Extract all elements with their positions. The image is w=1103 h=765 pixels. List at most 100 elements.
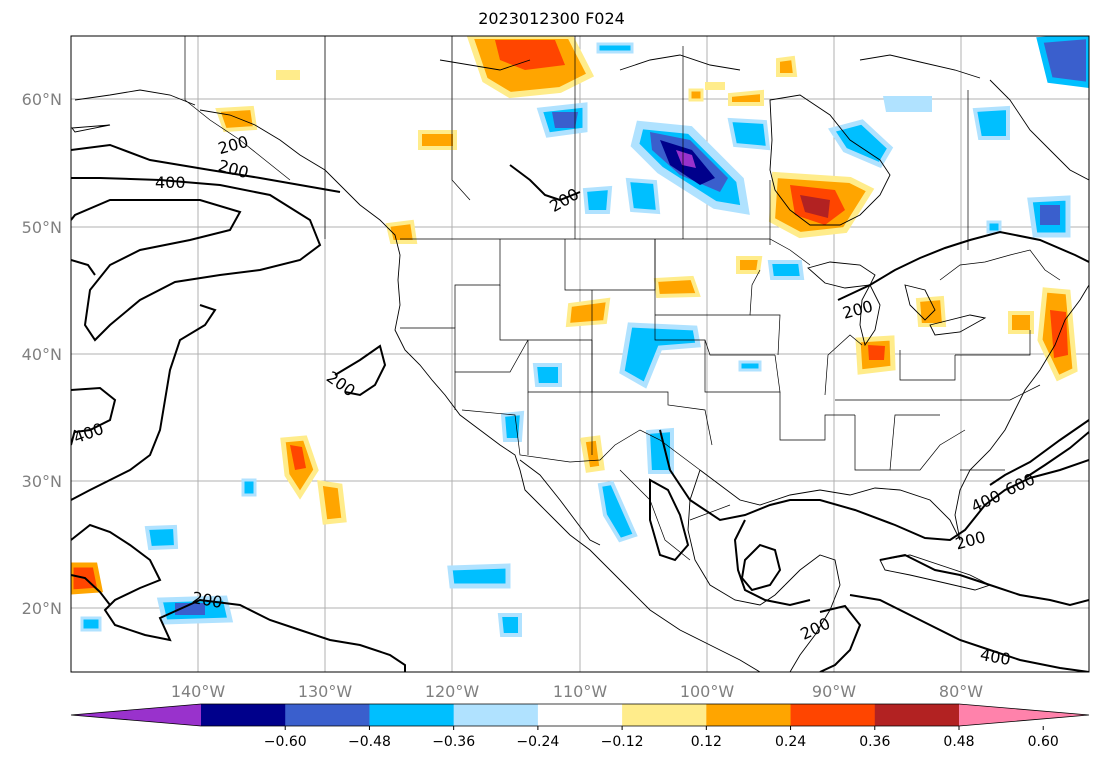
anomaly-blob xyxy=(495,40,565,70)
state-border xyxy=(854,414,940,471)
state-border xyxy=(454,339,529,410)
state-border xyxy=(890,429,966,471)
state-border xyxy=(750,314,781,356)
contour-label: 400 xyxy=(968,486,1004,516)
contour-line xyxy=(71,386,117,433)
anomaly-blob xyxy=(144,524,179,551)
contour-line xyxy=(71,143,341,193)
contour-line xyxy=(1024,431,1089,479)
anomaly-blob xyxy=(317,480,347,525)
anomaly-blob xyxy=(1040,205,1060,225)
anomaly-blob xyxy=(676,150,696,168)
contour-line xyxy=(837,230,1089,301)
contour-line xyxy=(71,429,76,446)
colorbar-segment xyxy=(285,704,370,726)
colorbar-segment xyxy=(622,704,707,726)
lon-label: 140°W xyxy=(171,682,226,701)
lon-label: 110°W xyxy=(553,682,608,701)
arctic-coastline xyxy=(859,54,981,79)
colorbar-tick-label: 0.48 xyxy=(943,734,974,750)
anomaly-blob xyxy=(705,82,725,90)
state-border xyxy=(592,391,713,446)
anomaly-blob xyxy=(582,185,613,214)
mexico-gulf-coastline xyxy=(687,469,786,606)
lat-label: 60°N xyxy=(22,90,62,109)
lon-label: 80°W xyxy=(939,682,983,701)
anomaly-blob xyxy=(986,220,1002,234)
anomaly-blob xyxy=(215,105,258,133)
anomaly-blob xyxy=(653,275,701,299)
anomaly-blob xyxy=(385,219,418,244)
colorbar-tick-label: −0.48 xyxy=(348,734,391,750)
lat-label: 50°N xyxy=(22,218,62,237)
colorbar-extend-low xyxy=(71,704,201,726)
arctic-coastline xyxy=(74,89,196,106)
colorbar-segment xyxy=(537,704,623,726)
anomaly-blob xyxy=(1008,311,1034,334)
alaska-canada-border xyxy=(184,36,291,181)
colorbar-tick-label: −0.24 xyxy=(516,734,559,750)
colorbar-segment xyxy=(790,704,876,726)
colorbar-tick-label: −0.36 xyxy=(432,734,475,750)
colorbar-tick-label: 0.12 xyxy=(691,734,722,750)
anomaly-blob xyxy=(552,112,578,128)
lon-label: 100°W xyxy=(680,682,735,701)
us-mexico-border xyxy=(461,409,701,471)
anomaly-blob xyxy=(738,360,762,372)
west-coastline xyxy=(199,109,761,672)
hudson-bay-coastline xyxy=(769,94,891,226)
state-border xyxy=(704,340,781,393)
state-border xyxy=(400,327,456,372)
anomaly-blob xyxy=(497,613,522,637)
anomaly-blob xyxy=(290,445,306,470)
anomaly-blob xyxy=(828,119,894,169)
state-border xyxy=(655,269,761,316)
latitude-labels: 60°N 50°N 40°N 30°N 20°N xyxy=(22,90,62,618)
anomaly-blob xyxy=(767,260,805,280)
state-border xyxy=(1009,384,1041,401)
anomaly-blob xyxy=(532,363,562,387)
anomaly-blob xyxy=(596,42,634,54)
contour-line xyxy=(71,523,406,672)
contour-label: 200 xyxy=(546,184,582,216)
contour-line xyxy=(733,519,811,607)
colorbar-segment xyxy=(706,704,792,726)
state-border xyxy=(454,239,501,328)
arctic-coastline xyxy=(619,54,741,71)
contour-line xyxy=(879,553,1089,607)
yucatan-coastline xyxy=(784,554,841,672)
contour-line xyxy=(649,478,690,562)
contour-label: 400 xyxy=(155,173,186,192)
anomaly-blob xyxy=(276,70,300,80)
colorbar-tick-label: 0.24 xyxy=(775,734,806,750)
contour-label: 200 xyxy=(840,297,874,323)
lat-label: 20°N xyxy=(22,599,62,618)
contour-line xyxy=(71,177,322,342)
colorbar-segment xyxy=(453,704,539,726)
anomaly-blob xyxy=(580,435,605,473)
anomaly-blob xyxy=(241,478,257,497)
map-title: 2023012300 F024 xyxy=(478,9,625,28)
anomaly-blob xyxy=(883,96,932,112)
contour-label: 200 xyxy=(797,614,833,644)
contour-line xyxy=(71,304,217,501)
anomaly-blob xyxy=(800,195,830,218)
contour-line xyxy=(71,574,111,606)
political-borders xyxy=(184,36,1061,561)
state-border xyxy=(564,239,656,291)
anomaly-blob xyxy=(688,88,704,102)
contour-line xyxy=(740,543,782,592)
anomaly-blob xyxy=(625,177,661,215)
island-coastline xyxy=(71,124,111,133)
labrador-coastline xyxy=(989,79,1089,181)
colorbar-tick-label: −0.12 xyxy=(601,734,644,750)
anomaly-blob xyxy=(1036,36,1089,89)
contour-line xyxy=(849,594,1089,672)
contour-line xyxy=(509,164,581,202)
state-border xyxy=(955,330,1031,356)
colorbar-tick-label: 0.60 xyxy=(1028,734,1059,750)
anomaly-blob xyxy=(565,297,611,328)
colorbar-segment xyxy=(369,704,455,726)
anomaly-blob xyxy=(728,89,764,106)
